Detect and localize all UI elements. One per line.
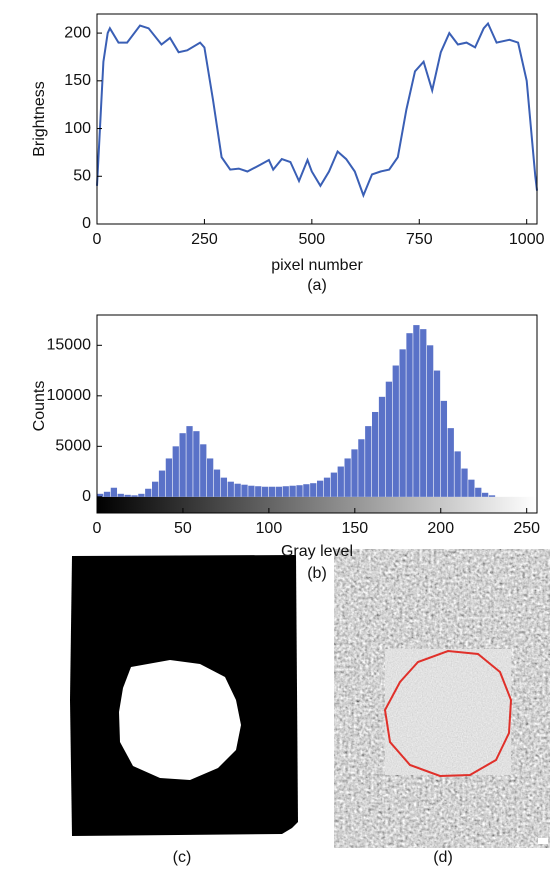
histogram-bar <box>241 484 248 497</box>
x-tick-label: 250 <box>513 520 540 537</box>
histogram-bar <box>97 493 104 497</box>
y-axis-label: Counts <box>31 381 48 432</box>
histogram-bar <box>255 486 262 497</box>
y-tick-label: 0 <box>82 215 91 232</box>
panel-label: (d) <box>433 849 453 866</box>
histogram-bar <box>207 458 214 497</box>
panel-label: (b) <box>307 565 327 582</box>
x-tick-label: 500 <box>298 231 325 248</box>
histogram-bar <box>145 488 152 497</box>
histogram-bar <box>117 493 124 497</box>
histogram-bar <box>282 486 289 497</box>
histogram-bar <box>475 487 482 497</box>
y-tick-label: 0 <box>82 488 91 505</box>
y-tick-label: 50 <box>73 167 91 184</box>
histogram-bar <box>165 458 173 497</box>
histogram-bar <box>220 477 228 497</box>
histogram-bar <box>186 426 193 497</box>
y-tick-label: 200 <box>64 24 91 41</box>
histogram-bar <box>289 485 296 497</box>
histogram-bar <box>138 493 145 497</box>
x-tick-label: 150 <box>341 520 368 537</box>
histogram-bar <box>323 477 331 497</box>
panel-label: (a) <box>307 277 327 294</box>
panel-label: (c) <box>173 849 192 866</box>
y-tick-label: 15000 <box>47 337 92 354</box>
colorbar <box>97 496 537 513</box>
histogram-bar <box>433 370 441 497</box>
y-tick-label: 100 <box>64 120 91 137</box>
histogram-bar <box>420 329 427 497</box>
x-tick-label: 0 <box>93 231 102 248</box>
histogram-bar <box>103 491 111 497</box>
histogram-bar <box>344 458 351 497</box>
histogram-bar <box>303 484 310 497</box>
histogram-bar <box>179 433 186 497</box>
histogram-bar <box>399 349 406 497</box>
histogram-bar <box>200 444 207 497</box>
y-tick-label: 150 <box>64 72 91 89</box>
histogram-bar <box>172 446 179 497</box>
y-tick-label: 10000 <box>47 387 92 404</box>
histogram-bar <box>131 495 138 497</box>
axes-frame <box>96 314 538 514</box>
histogram-bar <box>427 345 434 497</box>
x-axis-label: pixel number <box>271 257 363 274</box>
binary-region <box>119 660 241 780</box>
histogram-bar <box>378 396 386 497</box>
histogram-bar <box>351 449 358 497</box>
histogram-bar <box>317 480 324 497</box>
histogram-bar <box>372 411 379 497</box>
histogram-bar <box>447 428 454 497</box>
x-tick-label: 0 <box>93 520 102 537</box>
histogram-bar <box>413 325 420 497</box>
x-tick-label: 100 <box>256 520 283 537</box>
histogram-bar <box>482 492 489 497</box>
histogram-bar <box>358 439 365 497</box>
histogram-bar <box>124 494 131 497</box>
x-tick-label: 1000 <box>509 231 545 248</box>
data-line <box>96 21 538 199</box>
histogram-bar <box>234 483 241 497</box>
histogram-bar <box>248 485 255 497</box>
histogram-bar <box>330 472 338 497</box>
histogram-bar <box>110 487 118 497</box>
histogram-bar <box>365 426 372 497</box>
histogram-bar <box>392 365 399 497</box>
histogram-bar <box>310 483 317 497</box>
histogram-bar <box>262 486 269 497</box>
histogram-bar <box>296 485 303 497</box>
histogram-bar <box>440 400 448 497</box>
histogram-bar <box>227 481 234 497</box>
histogram-bar <box>268 486 276 497</box>
histogram-bar <box>152 481 159 497</box>
x-tick-label: 250 <box>191 231 218 248</box>
y-axis-label: Brightness <box>31 81 48 157</box>
y-tick-label: 5000 <box>55 438 91 455</box>
histogram-bar <box>385 381 393 497</box>
x-axis-label: Gray level <box>281 543 353 560</box>
histogram-bar <box>275 486 283 497</box>
histogram-bar <box>158 470 166 497</box>
histogram-bar <box>468 479 475 497</box>
histogram-bar <box>461 468 468 497</box>
micrograph <box>334 549 550 848</box>
histogram-bar <box>213 469 221 497</box>
axes-frame <box>96 13 538 225</box>
histogram-bar <box>488 495 496 497</box>
histogram-bar <box>454 451 461 497</box>
histogram-bar <box>193 431 200 497</box>
x-tick-label: 200 <box>427 520 454 537</box>
histogram-bar <box>337 466 344 497</box>
histogram-bar <box>406 333 413 497</box>
x-tick-label: 50 <box>174 520 192 537</box>
x-tick-label: 750 <box>406 231 433 248</box>
